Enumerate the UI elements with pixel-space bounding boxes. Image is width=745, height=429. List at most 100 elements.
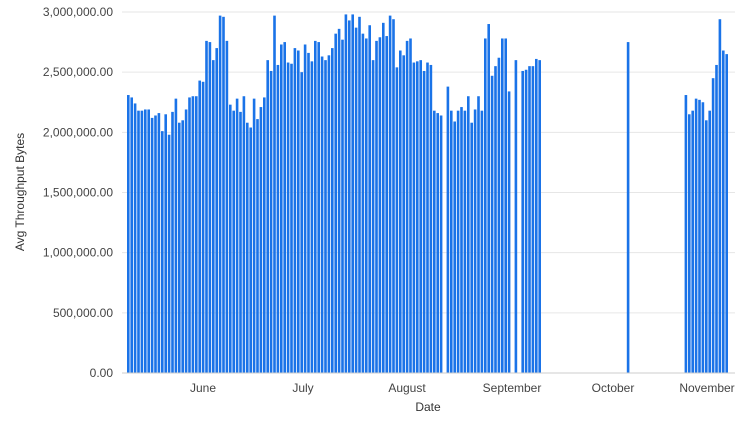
bar[interactable] <box>691 110 694 374</box>
bar[interactable] <box>528 66 531 374</box>
bar[interactable] <box>365 38 368 373</box>
bar[interactable] <box>399 50 402 373</box>
bar[interactable] <box>150 117 154 373</box>
bar[interactable] <box>409 38 412 373</box>
bar[interactable] <box>358 16 361 374</box>
bar[interactable] <box>334 33 337 373</box>
bar[interactable] <box>222 16 225 374</box>
bar[interactable] <box>171 111 174 373</box>
bar[interactable] <box>167 134 171 373</box>
bar[interactable] <box>722 50 725 373</box>
bar[interactable] <box>453 121 456 374</box>
bar[interactable] <box>450 110 453 374</box>
bar[interactable] <box>490 75 494 373</box>
bar[interactable] <box>344 14 348 373</box>
bar[interactable] <box>429 64 433 373</box>
bar[interactable] <box>201 81 205 373</box>
bar[interactable] <box>698 99 701 373</box>
bar[interactable] <box>235 98 239 373</box>
bar[interactable] <box>140 110 144 374</box>
bar[interactable] <box>419 60 422 373</box>
bar[interactable] <box>280 44 283 374</box>
bar[interactable] <box>154 115 157 374</box>
bar[interactable] <box>249 127 252 374</box>
bar[interactable] <box>239 111 242 373</box>
bar[interactable] <box>382 22 385 374</box>
bar[interactable] <box>130 97 133 373</box>
bar[interactable] <box>524 69 528 373</box>
bar[interactable] <box>212 60 215 373</box>
bar[interactable] <box>402 55 405 373</box>
bar[interactable] <box>392 19 395 373</box>
bar[interactable] <box>263 97 266 373</box>
bar[interactable] <box>467 96 470 373</box>
bar[interactable] <box>626 42 630 373</box>
bar[interactable] <box>416 61 419 374</box>
bar[interactable] <box>684 95 688 373</box>
bar[interactable] <box>300 72 303 374</box>
bar[interactable] <box>242 96 246 373</box>
bar[interactable] <box>433 110 436 374</box>
bar[interactable] <box>494 66 497 374</box>
bar[interactable] <box>460 107 463 373</box>
bar[interactable] <box>144 109 147 373</box>
bar[interactable] <box>229 104 232 373</box>
bar[interactable] <box>354 27 358 373</box>
bar[interactable] <box>269 70 273 374</box>
bar[interactable] <box>497 57 501 373</box>
bar[interactable] <box>426 62 429 373</box>
bar[interactable] <box>688 114 691 373</box>
bar[interactable] <box>307 52 310 373</box>
bar[interactable] <box>320 56 324 374</box>
bar[interactable] <box>133 103 137 373</box>
bar[interactable] <box>521 70 524 374</box>
bar[interactable] <box>484 38 487 373</box>
bar[interactable] <box>385 36 388 373</box>
bar[interactable] <box>317 42 320 373</box>
bar[interactable] <box>290 63 293 374</box>
bar[interactable] <box>327 55 331 373</box>
bar[interactable] <box>694 98 698 373</box>
bar[interactable] <box>218 15 222 374</box>
bar[interactable] <box>215 48 218 373</box>
bar[interactable] <box>351 14 354 373</box>
bar[interactable] <box>297 50 300 373</box>
bar[interactable] <box>715 64 718 373</box>
bar[interactable] <box>259 107 263 373</box>
bar[interactable] <box>198 80 201 373</box>
bar[interactable] <box>480 110 484 374</box>
bar[interactable] <box>487 24 490 374</box>
bar[interactable] <box>283 42 286 373</box>
bar[interactable] <box>504 38 507 373</box>
bar[interactable] <box>324 60 327 373</box>
bar[interactable] <box>341 39 344 374</box>
bar[interactable] <box>161 131 164 373</box>
bar[interactable] <box>395 67 399 373</box>
bar[interactable] <box>708 110 711 374</box>
bar[interactable] <box>718 19 722 373</box>
bar[interactable] <box>137 110 140 374</box>
bar[interactable] <box>361 33 365 373</box>
bar[interactable] <box>303 44 307 374</box>
bar[interactable] <box>705 120 708 373</box>
bar[interactable] <box>205 40 208 373</box>
bar[interactable] <box>195 96 198 373</box>
bar[interactable] <box>436 113 439 373</box>
bar[interactable] <box>266 60 269 373</box>
bar[interactable] <box>331 48 334 373</box>
bar[interactable] <box>157 113 161 373</box>
bar[interactable] <box>535 58 538 374</box>
bar[interactable] <box>337 28 341 373</box>
bar[interactable] <box>286 62 290 373</box>
bar[interactable] <box>127 95 130 373</box>
bar[interactable] <box>422 70 426 374</box>
bar[interactable] <box>463 110 467 374</box>
bar[interactable] <box>178 122 181 374</box>
bar[interactable] <box>252 98 256 373</box>
bar[interactable] <box>293 48 297 373</box>
bar[interactable] <box>348 20 351 373</box>
bar[interactable] <box>439 115 443 374</box>
bar[interactable] <box>371 60 375 373</box>
bar[interactable] <box>246 122 249 374</box>
bar[interactable] <box>531 66 535 374</box>
